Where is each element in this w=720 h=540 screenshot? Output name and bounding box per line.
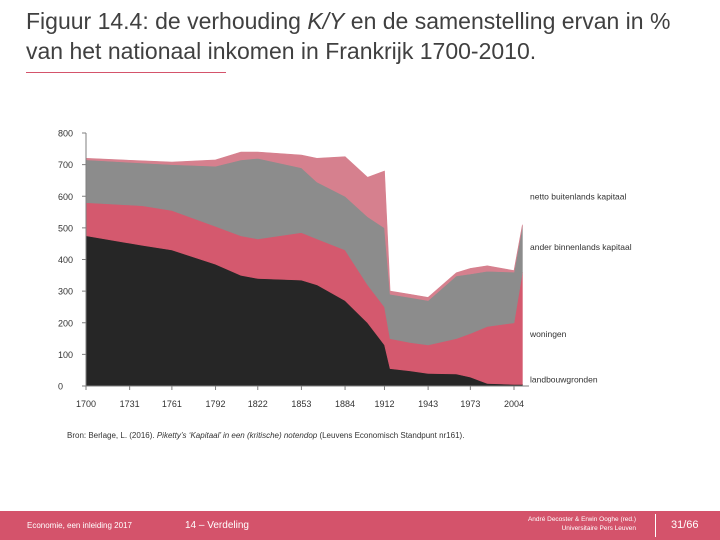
- y-tick-label: 800: [58, 129, 73, 139]
- x-tick-label: 1853: [291, 399, 311, 409]
- source-prefix: Bron: Berlage, L. (2016).: [67, 431, 157, 440]
- x-tick-label: 1973: [460, 399, 480, 409]
- y-tick-label: 400: [58, 255, 73, 265]
- y-tick-label: 500: [58, 223, 73, 233]
- footer-course: Economie, een inleiding 2017: [27, 521, 132, 530]
- title-prefix: Figuur 14.4: de verhouding: [26, 8, 308, 34]
- series-layer: [85, 151, 523, 387]
- x-tick-label: 1700: [76, 399, 96, 409]
- area-netto_buitenlands: [85, 151, 523, 301]
- x-tick-label: 1761: [162, 399, 182, 409]
- title-suffix: en de samenstelling ervan in % van het n…: [26, 8, 671, 64]
- footer-authors-line2: Universitaire Pers Leuven: [561, 525, 636, 532]
- x-tick-label: 2004: [504, 399, 524, 409]
- legend-label-ander_binnenlands: ander binnenlands kapitaal: [530, 242, 632, 252]
- slide-title: Figuur 14.4: de verhouding K/Y en de sam…: [26, 6, 706, 66]
- footer-chapter: 14 – Verdeling: [185, 520, 249, 531]
- x-tick-label: 1884: [335, 399, 355, 409]
- y-tick-label: 700: [58, 160, 73, 170]
- footer-authors-line1: André Decoster & Erwin Ooghe (red.): [527, 516, 636, 523]
- x-tick-label: 1822: [248, 399, 268, 409]
- source-italic: Piketty’s ‘Kapitaal’ in een (kritische) …: [156, 431, 318, 440]
- y-tick-label: 600: [58, 192, 73, 202]
- y-tick-label: 300: [58, 287, 73, 297]
- footer-authors: André Decoster & Erwin Ooghe (red.) Univ…: [528, 515, 636, 533]
- footer-bar: Economie, een inleiding 2017 14 – Verdel…: [0, 511, 720, 540]
- axis-layer: 0 100 200 300 400 500 600 700 800 1700 1731 1761 179…: [58, 129, 529, 409]
- capital-composition-chart: 0 100 200 300 400 500 600 700 800 1700 1731 1761 179…: [58, 129, 632, 410]
- x-tick-label: 1731: [120, 399, 140, 409]
- x-tick-label: 1792: [206, 399, 226, 409]
- source-note: Bron: Berlage, L. (2016). Piketty’s ‘Kap…: [67, 431, 464, 440]
- y-tick-label: 0: [58, 382, 63, 392]
- y-tick-label: 200: [58, 318, 73, 328]
- x-tick-label: 1912: [374, 399, 394, 409]
- legend-layer: netto buitenlands kapitaal ander binnenla…: [529, 191, 632, 384]
- y-tick-label: 100: [58, 350, 73, 360]
- legend-label-woningen: woningen: [529, 329, 567, 339]
- legend-label-netto_buitenlands: netto buitenlands kapitaal: [530, 191, 627, 201]
- source-suffix: (Leuvens Economisch Standpunt nr161).: [317, 431, 465, 440]
- title-italic: K/Y: [307, 8, 345, 34]
- page-number: 31/66: [671, 519, 699, 531]
- footer-separator: [655, 514, 656, 537]
- title-underline: [26, 72, 226, 73]
- x-tick-label: 1943: [418, 399, 438, 409]
- legend-label-landbouwgronden: landbouwgronden: [530, 375, 598, 385]
